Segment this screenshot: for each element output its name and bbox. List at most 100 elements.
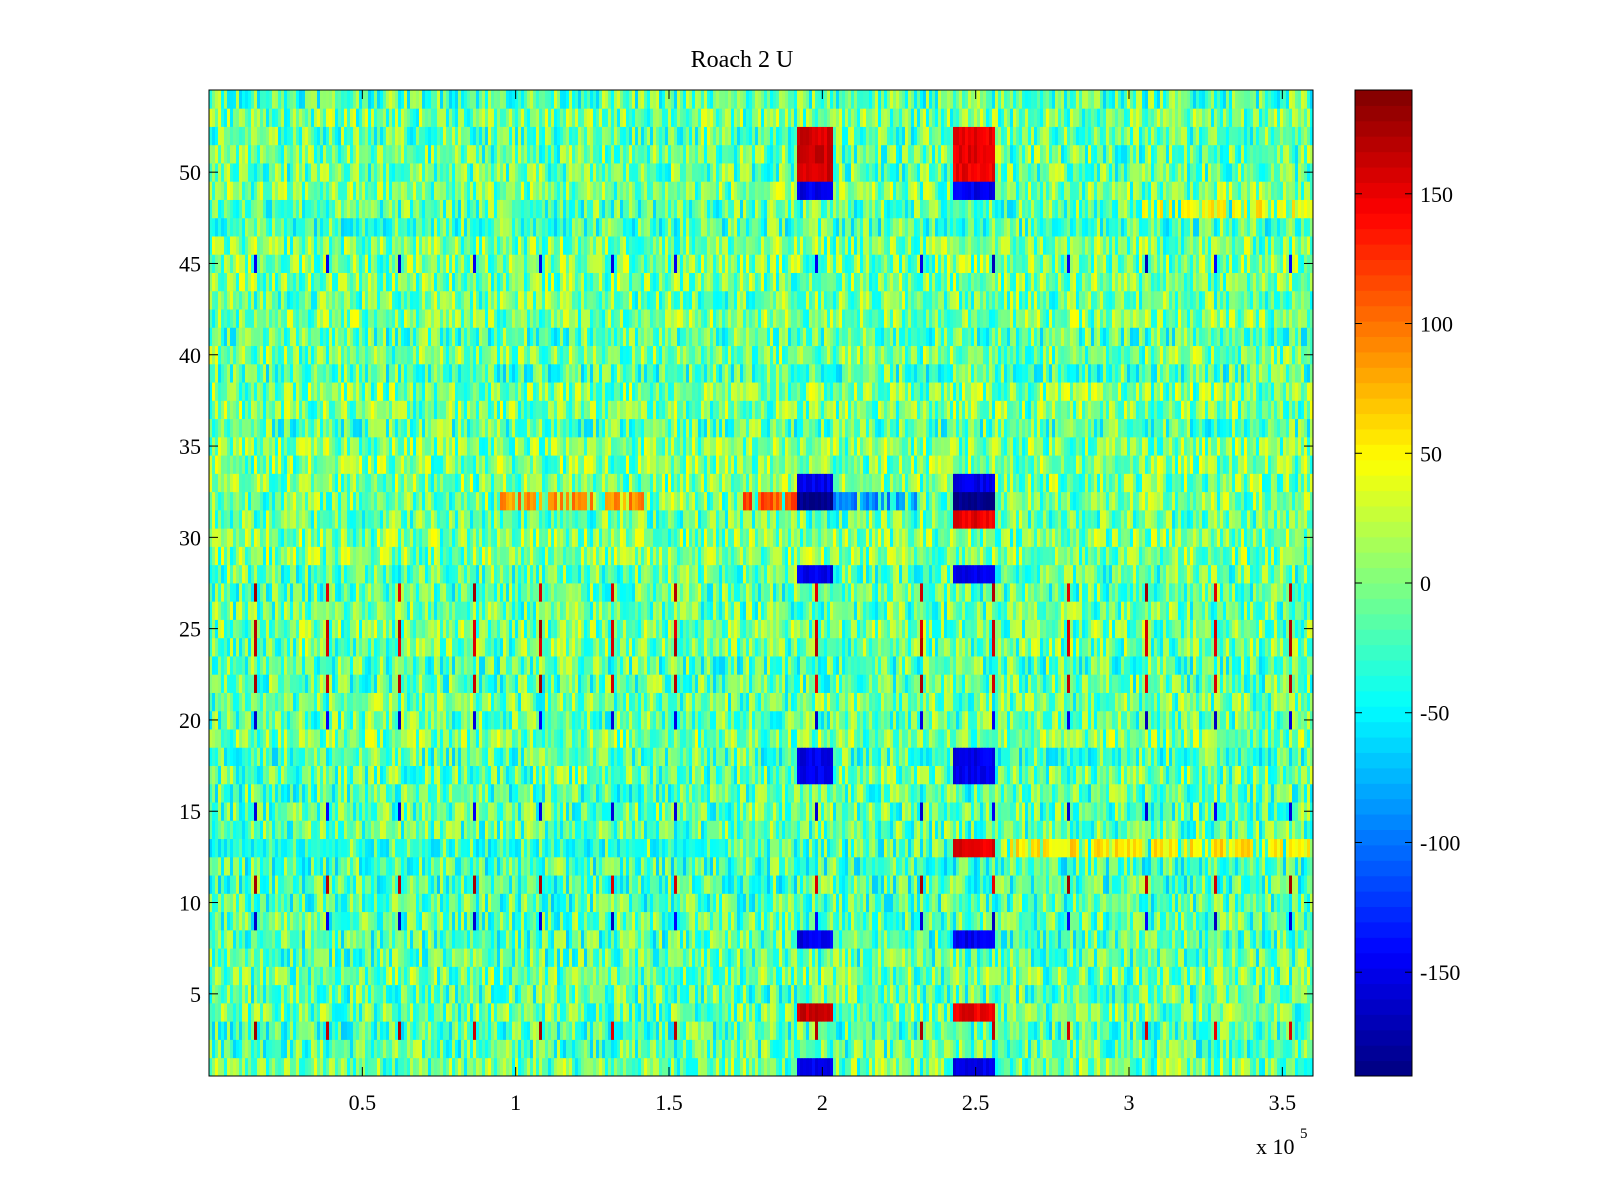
heatmap-cell xyxy=(674,893,678,913)
heatmap-cell xyxy=(962,929,966,949)
heatmap-cell xyxy=(1016,1021,1020,1040)
heatmap-cell xyxy=(989,1057,993,1077)
heatmap-cell xyxy=(896,1039,900,1059)
heatmap-cell xyxy=(560,948,564,967)
heatmap-cell xyxy=(629,856,633,876)
heatmap-cell xyxy=(395,1002,399,1022)
heatmap-cell xyxy=(1073,966,1077,986)
heatmap-cell xyxy=(632,984,636,1004)
heatmap-cell xyxy=(1103,875,1107,894)
heatmap-cell xyxy=(1100,1057,1104,1077)
heatmap-cell xyxy=(230,966,234,986)
heatmap-cell xyxy=(1013,1057,1017,1077)
heatmap-cell xyxy=(1283,1002,1287,1022)
heatmap-cell xyxy=(842,838,846,858)
heatmap-cell xyxy=(548,875,552,894)
heatmap-cell xyxy=(1085,1021,1089,1040)
heatmap-cell xyxy=(887,1002,891,1022)
heatmap-cell xyxy=(674,875,678,894)
heatmap-cell xyxy=(272,1039,276,1059)
heatmap-cell xyxy=(653,820,657,840)
heatmap-cell xyxy=(410,856,414,876)
heatmap-cell xyxy=(1055,984,1059,1004)
heatmap-cell xyxy=(1142,966,1146,986)
heatmap-cell xyxy=(575,838,579,858)
heatmap-cell xyxy=(785,838,789,858)
heatmap-cell xyxy=(1001,893,1005,913)
heatmap-cell xyxy=(1223,984,1227,1004)
heatmap-cell xyxy=(746,838,750,858)
heatmap-cell xyxy=(719,1039,723,1059)
heatmap-cell xyxy=(1175,1002,1179,1022)
heatmap-cell xyxy=(536,911,540,931)
heatmap-cell xyxy=(401,856,405,876)
heatmap-cell xyxy=(536,875,540,894)
heatmap-cell xyxy=(950,1021,954,1040)
heatmap-cell xyxy=(785,820,789,840)
heatmap-cell xyxy=(1217,856,1221,876)
heatmap-cell xyxy=(869,1039,873,1059)
heatmap-cell xyxy=(932,984,936,1004)
heatmap-cell xyxy=(389,911,393,931)
heatmap-cell xyxy=(557,875,561,894)
heatmap-cell xyxy=(998,856,1002,876)
heatmap-cell xyxy=(1184,966,1188,986)
heatmap-cell xyxy=(620,948,624,967)
heatmap-cell xyxy=(1274,893,1278,913)
heatmap-cell xyxy=(710,911,714,931)
heatmap-cell xyxy=(1064,1021,1068,1040)
heatmap-cell xyxy=(533,1039,537,1059)
heatmap-cell xyxy=(761,893,765,913)
heatmap-cell xyxy=(1022,838,1026,858)
heatmap-cell xyxy=(470,984,474,1004)
heatmap-cell xyxy=(1088,911,1092,931)
heatmap-cell xyxy=(812,875,816,894)
heatmap-cell xyxy=(1199,984,1203,1004)
heatmap-cell xyxy=(527,838,531,858)
heatmap-cell xyxy=(905,929,909,949)
heatmap-cell xyxy=(593,838,597,858)
heatmap-cell xyxy=(587,948,591,967)
heatmap-cell xyxy=(836,1039,840,1059)
heatmap-cell xyxy=(1088,856,1092,876)
heatmap-cell xyxy=(1196,966,1200,986)
heatmap-cell xyxy=(224,893,228,913)
heatmap-cell xyxy=(740,984,744,1004)
heatmap-cell xyxy=(980,838,984,858)
heatmap-cell xyxy=(725,1057,729,1077)
heatmap-cell xyxy=(569,911,573,931)
heatmap-cell xyxy=(212,1002,216,1022)
heatmap-cell xyxy=(533,1002,537,1022)
heatmap-cell xyxy=(347,838,351,858)
heatmap-cell xyxy=(1211,838,1215,858)
heatmap-cell xyxy=(884,1057,888,1077)
heatmap-cell xyxy=(584,1002,588,1022)
heatmap-cell xyxy=(1310,966,1314,986)
heatmap-cell xyxy=(212,966,216,986)
heatmap-cell xyxy=(566,838,570,858)
heatmap-cell xyxy=(260,893,264,913)
heatmap-cell xyxy=(815,838,819,858)
heatmap-cell xyxy=(542,893,546,913)
heatmap-cell xyxy=(893,893,897,913)
heatmap-cell xyxy=(1172,856,1176,876)
heatmap-cell xyxy=(749,1057,753,1077)
heatmap-cell xyxy=(818,984,822,1004)
heatmap-cell xyxy=(1277,966,1281,986)
heatmap-cell xyxy=(851,1039,855,1059)
heatmap-cell xyxy=(629,966,633,986)
heatmap-cell xyxy=(1079,875,1083,894)
heatmap-cell xyxy=(845,1002,849,1022)
heatmap-cell xyxy=(830,984,834,1004)
heatmap-cell xyxy=(350,966,354,986)
heatmap-cell xyxy=(314,1039,318,1059)
heatmap-cell xyxy=(230,984,234,1004)
heatmap-cell xyxy=(632,1021,636,1040)
heatmap-cell xyxy=(875,929,879,949)
heatmap-cell xyxy=(992,1021,996,1040)
heatmap-cell xyxy=(1082,1002,1086,1022)
heatmap-cell xyxy=(227,838,231,858)
heatmap-cell xyxy=(599,948,603,967)
heatmap-cell xyxy=(677,1021,681,1040)
heatmap-cell xyxy=(311,856,315,876)
